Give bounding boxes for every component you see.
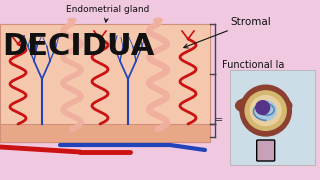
Ellipse shape xyxy=(255,100,270,115)
Text: Stromal: Stromal xyxy=(184,17,271,48)
Text: Functional la: Functional la xyxy=(222,60,284,70)
Bar xyxy=(230,70,315,165)
Text: DECIDUA: DECIDUA xyxy=(2,32,154,61)
Bar xyxy=(0,124,210,142)
Text: =: = xyxy=(214,115,223,125)
Ellipse shape xyxy=(255,100,277,121)
Text: Endometrial gland: Endometrial gland xyxy=(66,5,150,22)
Ellipse shape xyxy=(250,95,282,126)
Bar xyxy=(0,24,210,142)
FancyBboxPatch shape xyxy=(257,140,275,161)
Ellipse shape xyxy=(239,84,292,137)
Ellipse shape xyxy=(244,90,287,131)
